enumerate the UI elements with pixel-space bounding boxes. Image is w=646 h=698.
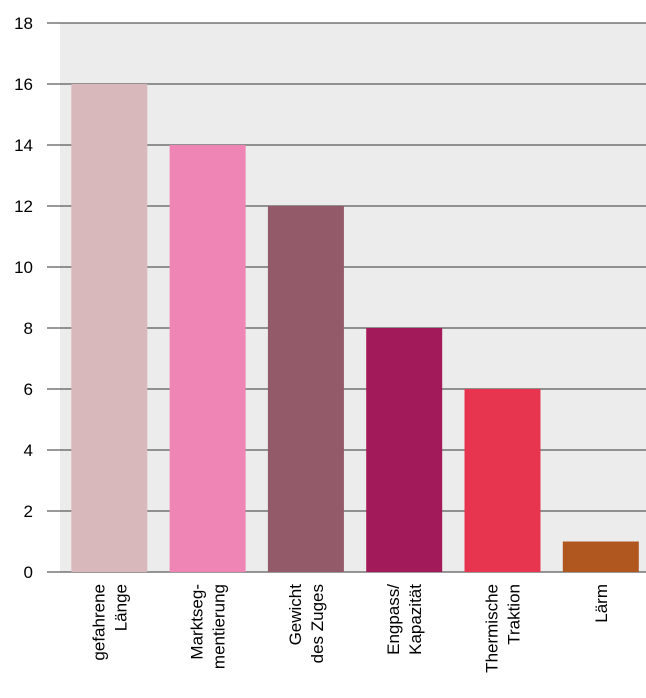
y-tick-label: 8: [24, 319, 33, 338]
y-tick-label: 12: [14, 197, 33, 216]
x-axis-labels: gefahrene Länge Marktseg-mentierung Gewicht…: [89, 584, 611, 673]
bar-5: [562, 541, 639, 572]
x-category-label: Lärm: [592, 584, 611, 623]
y-tick-label: 14: [14, 136, 33, 155]
bar-1: [169, 145, 246, 572]
x-category-label: mentierung: [210, 584, 229, 669]
y-tick-label: 0: [24, 563, 33, 582]
x-category-label: Engpass/: [384, 584, 403, 655]
y-tick-label: 4: [24, 441, 33, 460]
bars: [71, 84, 639, 572]
x-category-label: gefahrene: [89, 584, 108, 661]
x-category-label: Gewicht: [286, 584, 305, 646]
x-category-label: des Zuges: [308, 584, 327, 663]
y-tick-label: 18: [14, 14, 33, 33]
bar-4: [464, 389, 541, 572]
y-tick-label: 2: [24, 502, 33, 521]
y-tick-label: 16: [14, 75, 33, 94]
plot-area: [60, 23, 646, 572]
bar-2: [267, 206, 344, 572]
y-tick-label: 10: [14, 258, 33, 277]
x-category-label: Traktion: [505, 584, 524, 645]
y-tick-label: 6: [24, 380, 33, 399]
x-category-label: Marktseg-: [188, 584, 207, 660]
x-category-label: Thermische: [483, 584, 502, 673]
y-axis-ticks: 0 2 4 6 8 10 12 14 16 18: [14, 14, 33, 582]
bar-0: [71, 84, 148, 572]
x-category-label: Länge: [111, 584, 130, 631]
bar-3: [366, 328, 443, 572]
x-category-label: Kapazität: [406, 584, 425, 655]
